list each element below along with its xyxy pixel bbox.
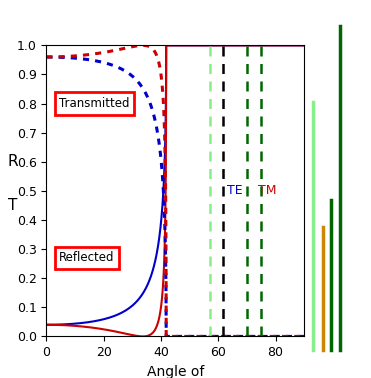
X-axis label: Angle of: Angle of [147, 365, 204, 378]
Text: Transmitted: Transmitted [59, 97, 130, 110]
Text: TM: TM [258, 184, 277, 197]
Text: Reflected: Reflected [59, 251, 115, 264]
Text: R: R [7, 154, 18, 169]
Text: TE: TE [227, 184, 243, 197]
Text: T: T [8, 198, 17, 213]
